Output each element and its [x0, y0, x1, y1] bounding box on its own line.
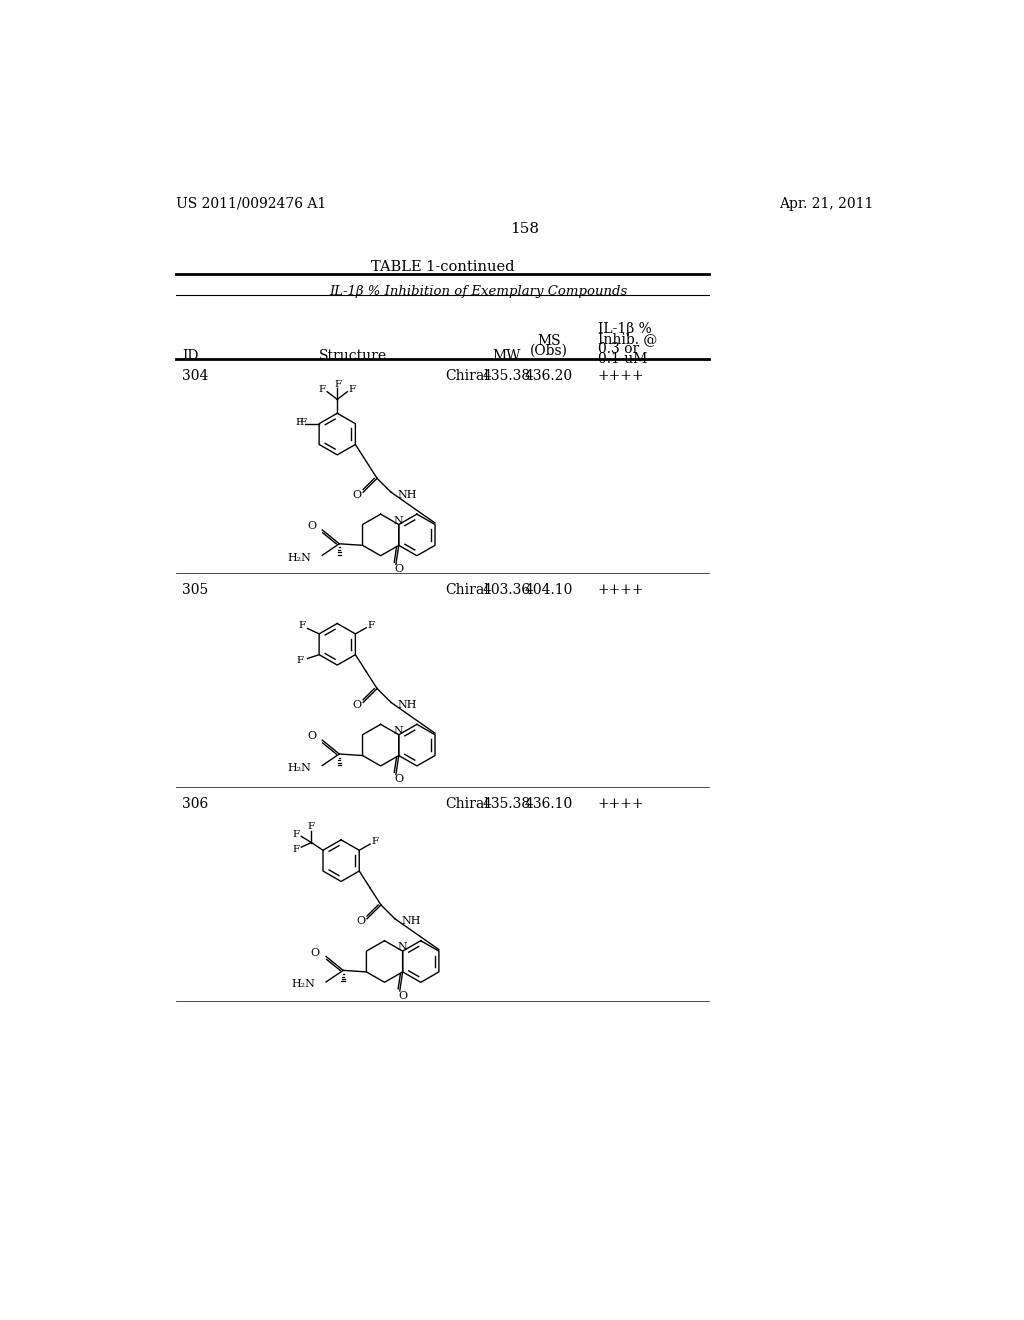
Text: F: F [292, 845, 299, 854]
Text: H₂N: H₂N [288, 553, 311, 562]
Text: N: N [394, 726, 403, 735]
Text: MW: MW [492, 350, 520, 363]
Text: F: F [299, 620, 305, 630]
Text: 306: 306 [182, 797, 209, 810]
Text: TABLE 1-continued: TABLE 1-continued [371, 260, 514, 275]
Text: F: F [348, 385, 355, 393]
Text: O: O [394, 775, 403, 784]
Text: O: O [310, 948, 319, 957]
Text: ++++: ++++ [598, 368, 644, 383]
Text: F: F [295, 418, 302, 428]
Text: US 2011/0092476 A1: US 2011/0092476 A1 [176, 197, 327, 211]
Text: 435.38: 435.38 [482, 368, 530, 383]
Text: F: F [318, 385, 326, 393]
Text: (Obs): (Obs) [529, 345, 568, 358]
Text: 436.20: 436.20 [524, 368, 572, 383]
Text: 0.1 uM: 0.1 uM [598, 352, 647, 367]
Text: 436.10: 436.10 [524, 797, 573, 810]
Text: Structure: Structure [318, 350, 387, 363]
Text: H₂N: H₂N [288, 763, 311, 772]
Text: NH: NH [397, 700, 417, 710]
Text: N: N [397, 942, 408, 952]
Text: ID: ID [182, 350, 199, 363]
Text: O: O [352, 490, 361, 499]
Text: ++++: ++++ [598, 797, 644, 810]
Text: 0.3 or: 0.3 or [598, 342, 639, 356]
Text: 404.10: 404.10 [524, 582, 573, 597]
Text: Chiral: Chiral [445, 797, 489, 810]
Text: 304: 304 [182, 368, 209, 383]
Text: O: O [352, 700, 361, 710]
Text: N: N [394, 516, 403, 525]
Text: Inhib. @: Inhib. @ [598, 333, 657, 346]
Text: F: F [371, 837, 378, 846]
Text: F: F [368, 620, 375, 630]
Text: IL-1β %: IL-1β % [598, 322, 651, 337]
Text: MS: MS [537, 334, 560, 348]
Text: O: O [307, 521, 316, 531]
Text: 305: 305 [182, 582, 209, 597]
Text: Chiral: Chiral [445, 368, 489, 383]
Text: O: O [356, 916, 366, 927]
Text: H₂N: H₂N [292, 979, 315, 989]
Text: 403.36: 403.36 [482, 582, 530, 597]
Text: NH: NH [397, 490, 417, 499]
Text: F: F [300, 417, 307, 426]
Text: O: O [398, 990, 408, 1001]
Text: Apr. 21, 2011: Apr. 21, 2011 [779, 197, 873, 211]
Text: F: F [308, 822, 315, 830]
Text: ++++: ++++ [598, 582, 644, 597]
Text: F: F [292, 829, 299, 838]
Text: F: F [335, 380, 342, 388]
Text: 435.38: 435.38 [482, 797, 530, 810]
Text: Chiral: Chiral [445, 582, 489, 597]
Text: IL-1β % Inhibition of Exemplary Compounds: IL-1β % Inhibition of Exemplary Compound… [330, 285, 628, 298]
Text: NH: NH [401, 916, 421, 927]
Text: 158: 158 [510, 222, 540, 235]
Text: O: O [394, 564, 403, 574]
Text: F: F [297, 656, 304, 665]
Text: O: O [307, 731, 316, 742]
